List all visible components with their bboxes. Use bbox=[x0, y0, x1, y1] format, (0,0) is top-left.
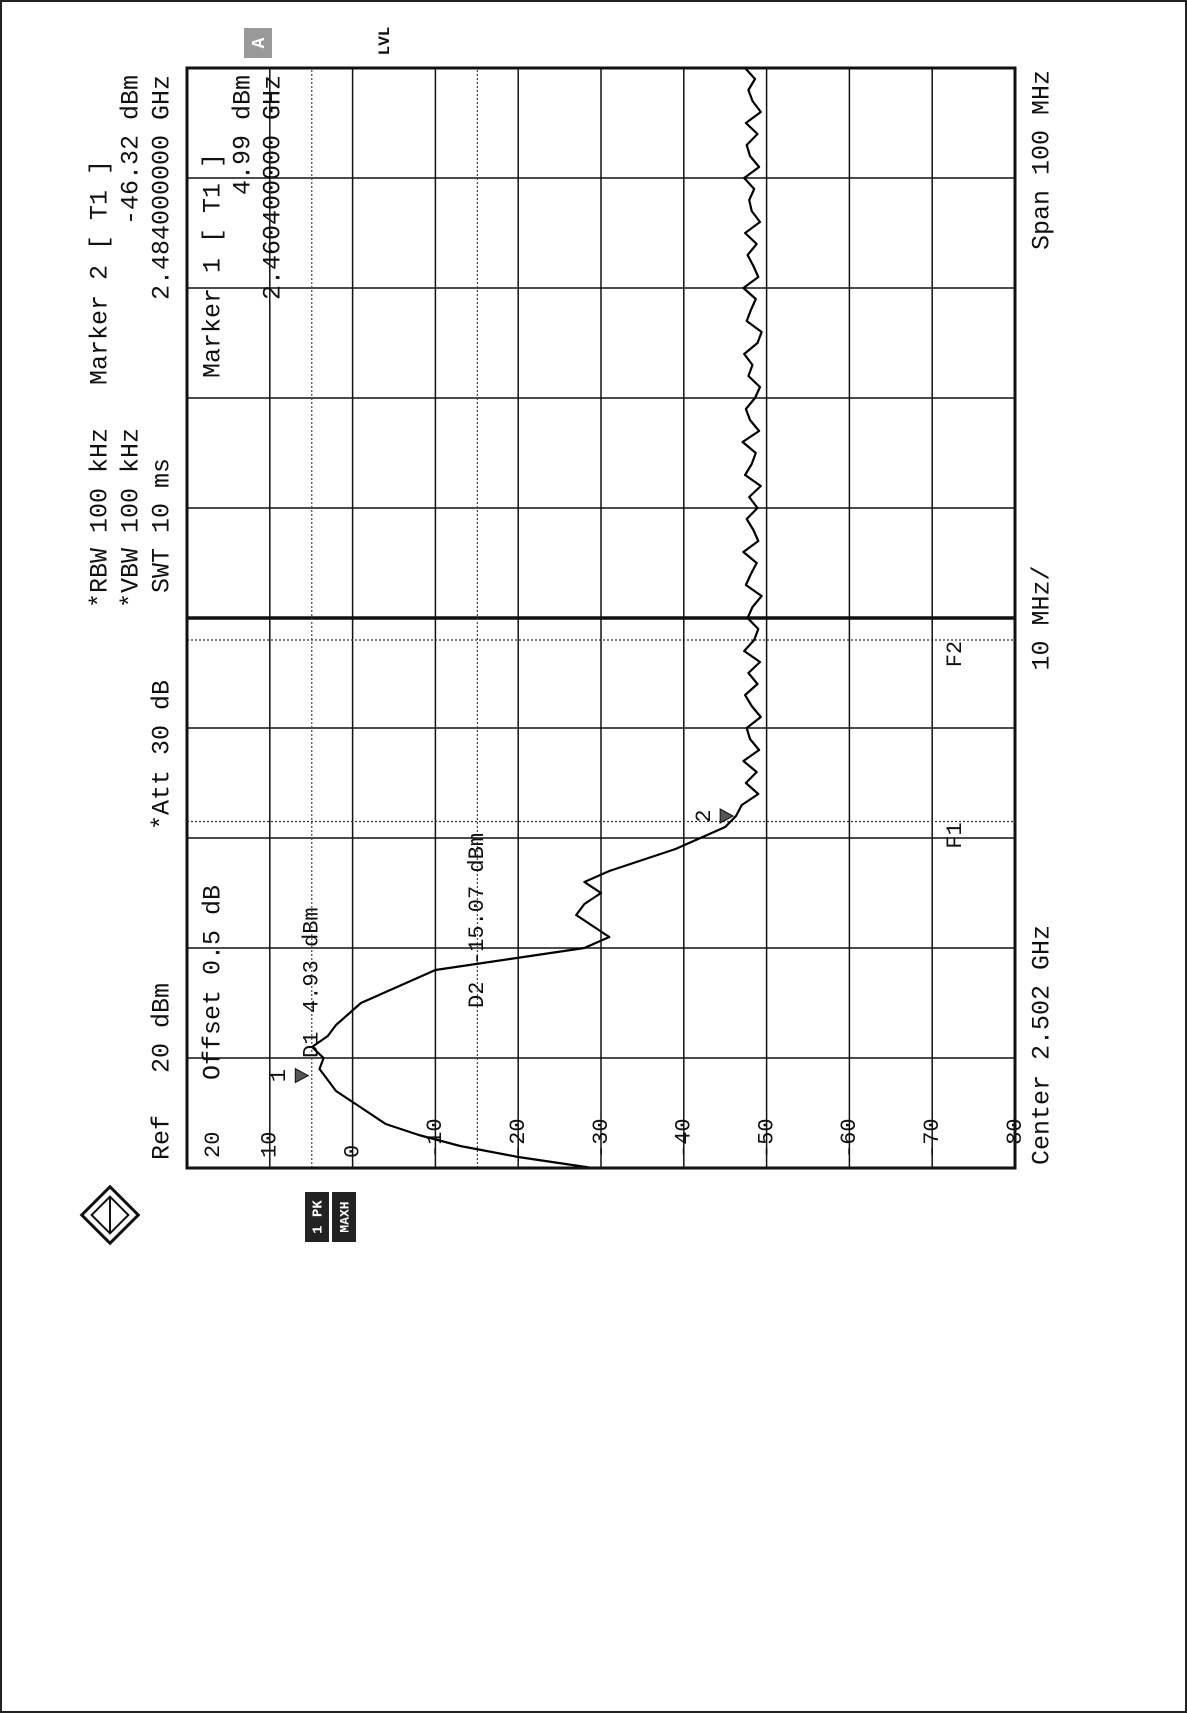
marker-level: 4.99 dBm bbox=[229, 75, 258, 195]
rs-logo bbox=[79, 1184, 141, 1246]
ref-level: 20 dBm bbox=[148, 983, 177, 1073]
y-tick-label: 20 bbox=[201, 1132, 226, 1158]
marker-frequency: 2.484000000 GHz bbox=[148, 75, 177, 300]
center-frequency: Center 2.502 GHz bbox=[1028, 925, 1057, 1165]
y-tick-label: 0 bbox=[340, 1145, 365, 1158]
trace-info: 1 PK bbox=[311, 1200, 327, 1234]
y-tick-label: -60 bbox=[837, 1118, 862, 1158]
trace-info: MAXH bbox=[337, 1201, 352, 1232]
y-tick-label: 10 bbox=[258, 1132, 283, 1158]
marker bbox=[294, 1067, 310, 1084]
marker-symbol: 1 bbox=[267, 1069, 292, 1082]
trace bbox=[310, 67, 763, 1170]
ref-label: Ref bbox=[148, 1115, 177, 1160]
frequency-line-name: F1 bbox=[943, 822, 968, 848]
offset: Offset 0.5 dB bbox=[199, 885, 228, 1080]
y-tick-label: -40 bbox=[672, 1118, 697, 1158]
rbw: *RBW 100 kHz bbox=[86, 428, 115, 608]
vbw: *VBW 100 kHz bbox=[117, 428, 146, 608]
marker-frequency: 2.460400000 GHz bbox=[259, 75, 288, 300]
marker bbox=[719, 808, 735, 824]
sweep-time: SWT 10 ms bbox=[148, 458, 177, 593]
plot-frame bbox=[185, 66, 1017, 1170]
screen-box bbox=[244, 28, 272, 58]
display-line-value: -15.07 dBm bbox=[465, 833, 490, 965]
level-mode: LVL bbox=[376, 27, 394, 56]
marker-symbol: 2 bbox=[692, 809, 717, 822]
y-tick-label: -50 bbox=[754, 1118, 779, 1158]
display-line-name: D2 bbox=[465, 982, 490, 1008]
marker-level: -46.32 dBm bbox=[117, 75, 146, 225]
display-line-value: 4.93 dBm bbox=[300, 907, 325, 1013]
per-division: 10 MHz/ bbox=[1028, 565, 1057, 670]
marker-name: Marker 2 [ T1 ] bbox=[86, 160, 115, 385]
marker-name: Marker 1 [ T1 ] bbox=[199, 153, 228, 378]
analyzer-display: 1 PK MAXH A LVL Ref 20 dBm *Att 30 dB *R… bbox=[79, 27, 1057, 1246]
y-tick-label: -30 bbox=[589, 1118, 614, 1158]
trace-box bbox=[332, 1192, 356, 1242]
frequency-line-name: F2 bbox=[943, 641, 968, 667]
y-tick-label: -70 bbox=[920, 1118, 945, 1158]
attenuation: *Att 30 dB bbox=[148, 680, 177, 830]
screen-label: A bbox=[250, 37, 270, 48]
y-tick-label: -20 bbox=[506, 1118, 531, 1158]
span: Span 100 MHz bbox=[1028, 70, 1057, 250]
trace-box bbox=[305, 1192, 329, 1242]
